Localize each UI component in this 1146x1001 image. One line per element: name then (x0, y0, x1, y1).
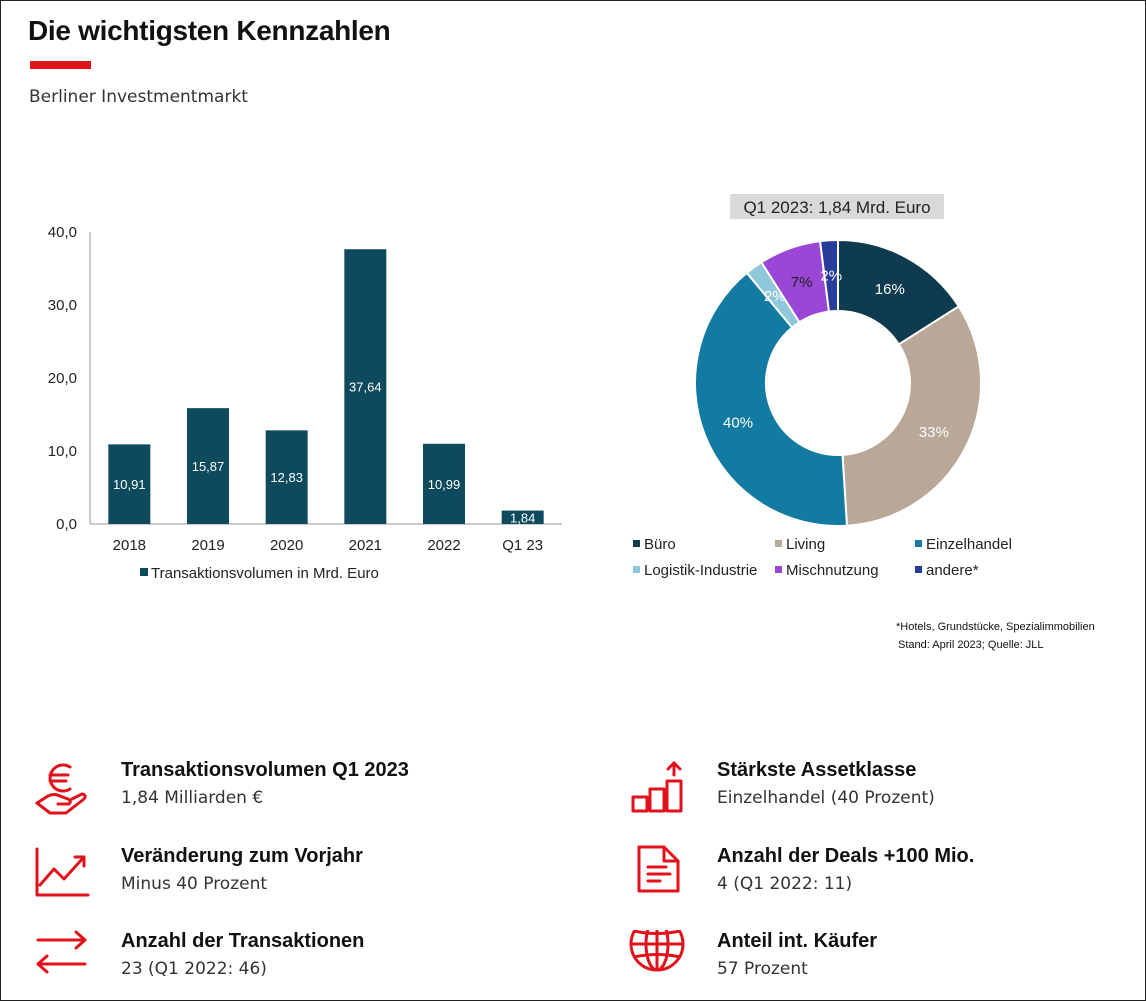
legend-label: Büro (644, 536, 676, 553)
bar-data-label: 1,84 (510, 510, 535, 525)
x-tick-label: 2020 (270, 537, 303, 554)
page-title: Die wichtigsten Kennzahlen (28, 15, 391, 46)
bar (187, 408, 229, 524)
legend-swatch (633, 566, 640, 573)
growth-steps-icon (631, 761, 683, 813)
chart-title: Q1 2023: 1,84 Mrd. Euro (743, 198, 930, 217)
trend-chart-icon (35, 847, 90, 897)
slice-data-label: 2% (820, 268, 842, 285)
slice-data-label: 33% (919, 424, 949, 441)
footnote-assets: *Hotels, Grundstücke, Spezialimmobilien (896, 621, 1095, 633)
y-tick-label: 40,0 (48, 224, 77, 241)
y-tick-label: 30,0 (48, 297, 77, 314)
chart-title-box (730, 194, 944, 219)
bar-data-label: 10,99 (428, 477, 461, 492)
donut-slice (818, 238, 839, 313)
exchange-arrows-icon (36, 930, 87, 974)
legend-label: Living (786, 536, 825, 553)
legend-label: andere* (926, 562, 979, 579)
kpi-value: 1,84 Milliarden € (121, 788, 264, 808)
donut-slice (694, 271, 849, 527)
page-subtitle: Berliner Investmentmarkt (29, 87, 248, 107)
slice-data-label: 40% (723, 415, 753, 432)
legend-swatch (775, 566, 782, 573)
title-accent-bar (30, 61, 91, 69)
legend-swatch (633, 540, 640, 547)
globe-icon (629, 930, 685, 972)
kpi-label: Anteil int. Käufer (717, 930, 878, 952)
footnote-source: Stand: April 2023; Quelle: JLL (898, 639, 1044, 651)
y-tick-label: 0,0 (56, 516, 77, 533)
kpi-value: Minus 40 Prozent (121, 874, 268, 894)
kpi-yoy-change: Veränderung zum Vorjahr Minus 40 Prozent (28, 845, 448, 909)
legend-label: Logistik-Industrie (644, 562, 757, 579)
slice-data-label: 16% (875, 281, 905, 298)
y-tick-label: 10,0 (48, 443, 77, 460)
legend-swatch (915, 566, 922, 573)
euro-hand-icon (35, 763, 87, 815)
kpi-label: Veränderung zum Vorjahr (121, 845, 363, 867)
legend-label: Einzelhandel (926, 536, 1012, 553)
kpi-strongest-asset: Stärkste Assetklasse Einzelhandel (40 Pr… (624, 759, 1044, 823)
bar (265, 430, 308, 524)
kpi-value: 23 (Q1 2022: 46) (121, 959, 267, 979)
bar-data-label: 15,87 (192, 459, 225, 474)
bar-data-label: 10,91 (113, 477, 146, 492)
x-tick-label: 2019 (191, 537, 224, 554)
kpi-value: 57 Prozent (717, 959, 808, 979)
bar-data-label: 37,64 (349, 380, 382, 395)
bar (108, 444, 151, 524)
bar (501, 510, 544, 524)
donut-slice (841, 304, 982, 527)
kpi-value: Einzelhandel (40 Prozent) (717, 788, 935, 808)
kpi-label: Anzahl der Deals +100 Mio. (717, 845, 975, 867)
x-tick-label: 2018 (113, 537, 146, 554)
slice-data-label: 7% (791, 274, 813, 291)
legend-label: Transaktionsvolumen in Mrd. Euro (151, 565, 379, 582)
kpi-label: Anzahl der Transaktionen (121, 930, 365, 952)
kpi-label: Stärkste Assetklasse (717, 759, 917, 781)
x-tick-label: 2022 (427, 537, 460, 554)
legend-swatch (915, 540, 922, 547)
legend-swatch (140, 568, 148, 576)
x-tick-label: Q1 23 (502, 537, 543, 554)
legend-label: Mischnutzung (786, 562, 879, 579)
kpi-value: 4 (Q1 2022: 11) (717, 874, 853, 894)
bar (423, 443, 465, 524)
document-icon (637, 845, 680, 893)
bar-data-label: 12,83 (270, 470, 303, 485)
kpi-transaction-volume: Transaktionsvolumen Q1 2023 1,84 Milliar… (28, 759, 448, 823)
kpi-transaction-count: Anzahl der Transaktionen 23 (Q1 2022: 46… (28, 930, 448, 994)
kpi-large-deals: Anzahl der Deals +100 Mio. 4 (Q1 2022: 1… (624, 845, 1044, 909)
x-tick-label: 2021 (349, 537, 382, 554)
bar (344, 249, 387, 524)
kpi-label: Transaktionsvolumen Q1 2023 (121, 759, 409, 781)
kpi-international-buyers: Anteil int. Käufer 57 Prozent (624, 930, 1044, 994)
y-tick-label: 20,0 (48, 370, 77, 387)
legend-swatch (775, 540, 782, 547)
bar-chart: 0,0 10,0 20,0 30,0 40,0 10,91 2018 15,87 2019 12,… (48, 224, 562, 582)
